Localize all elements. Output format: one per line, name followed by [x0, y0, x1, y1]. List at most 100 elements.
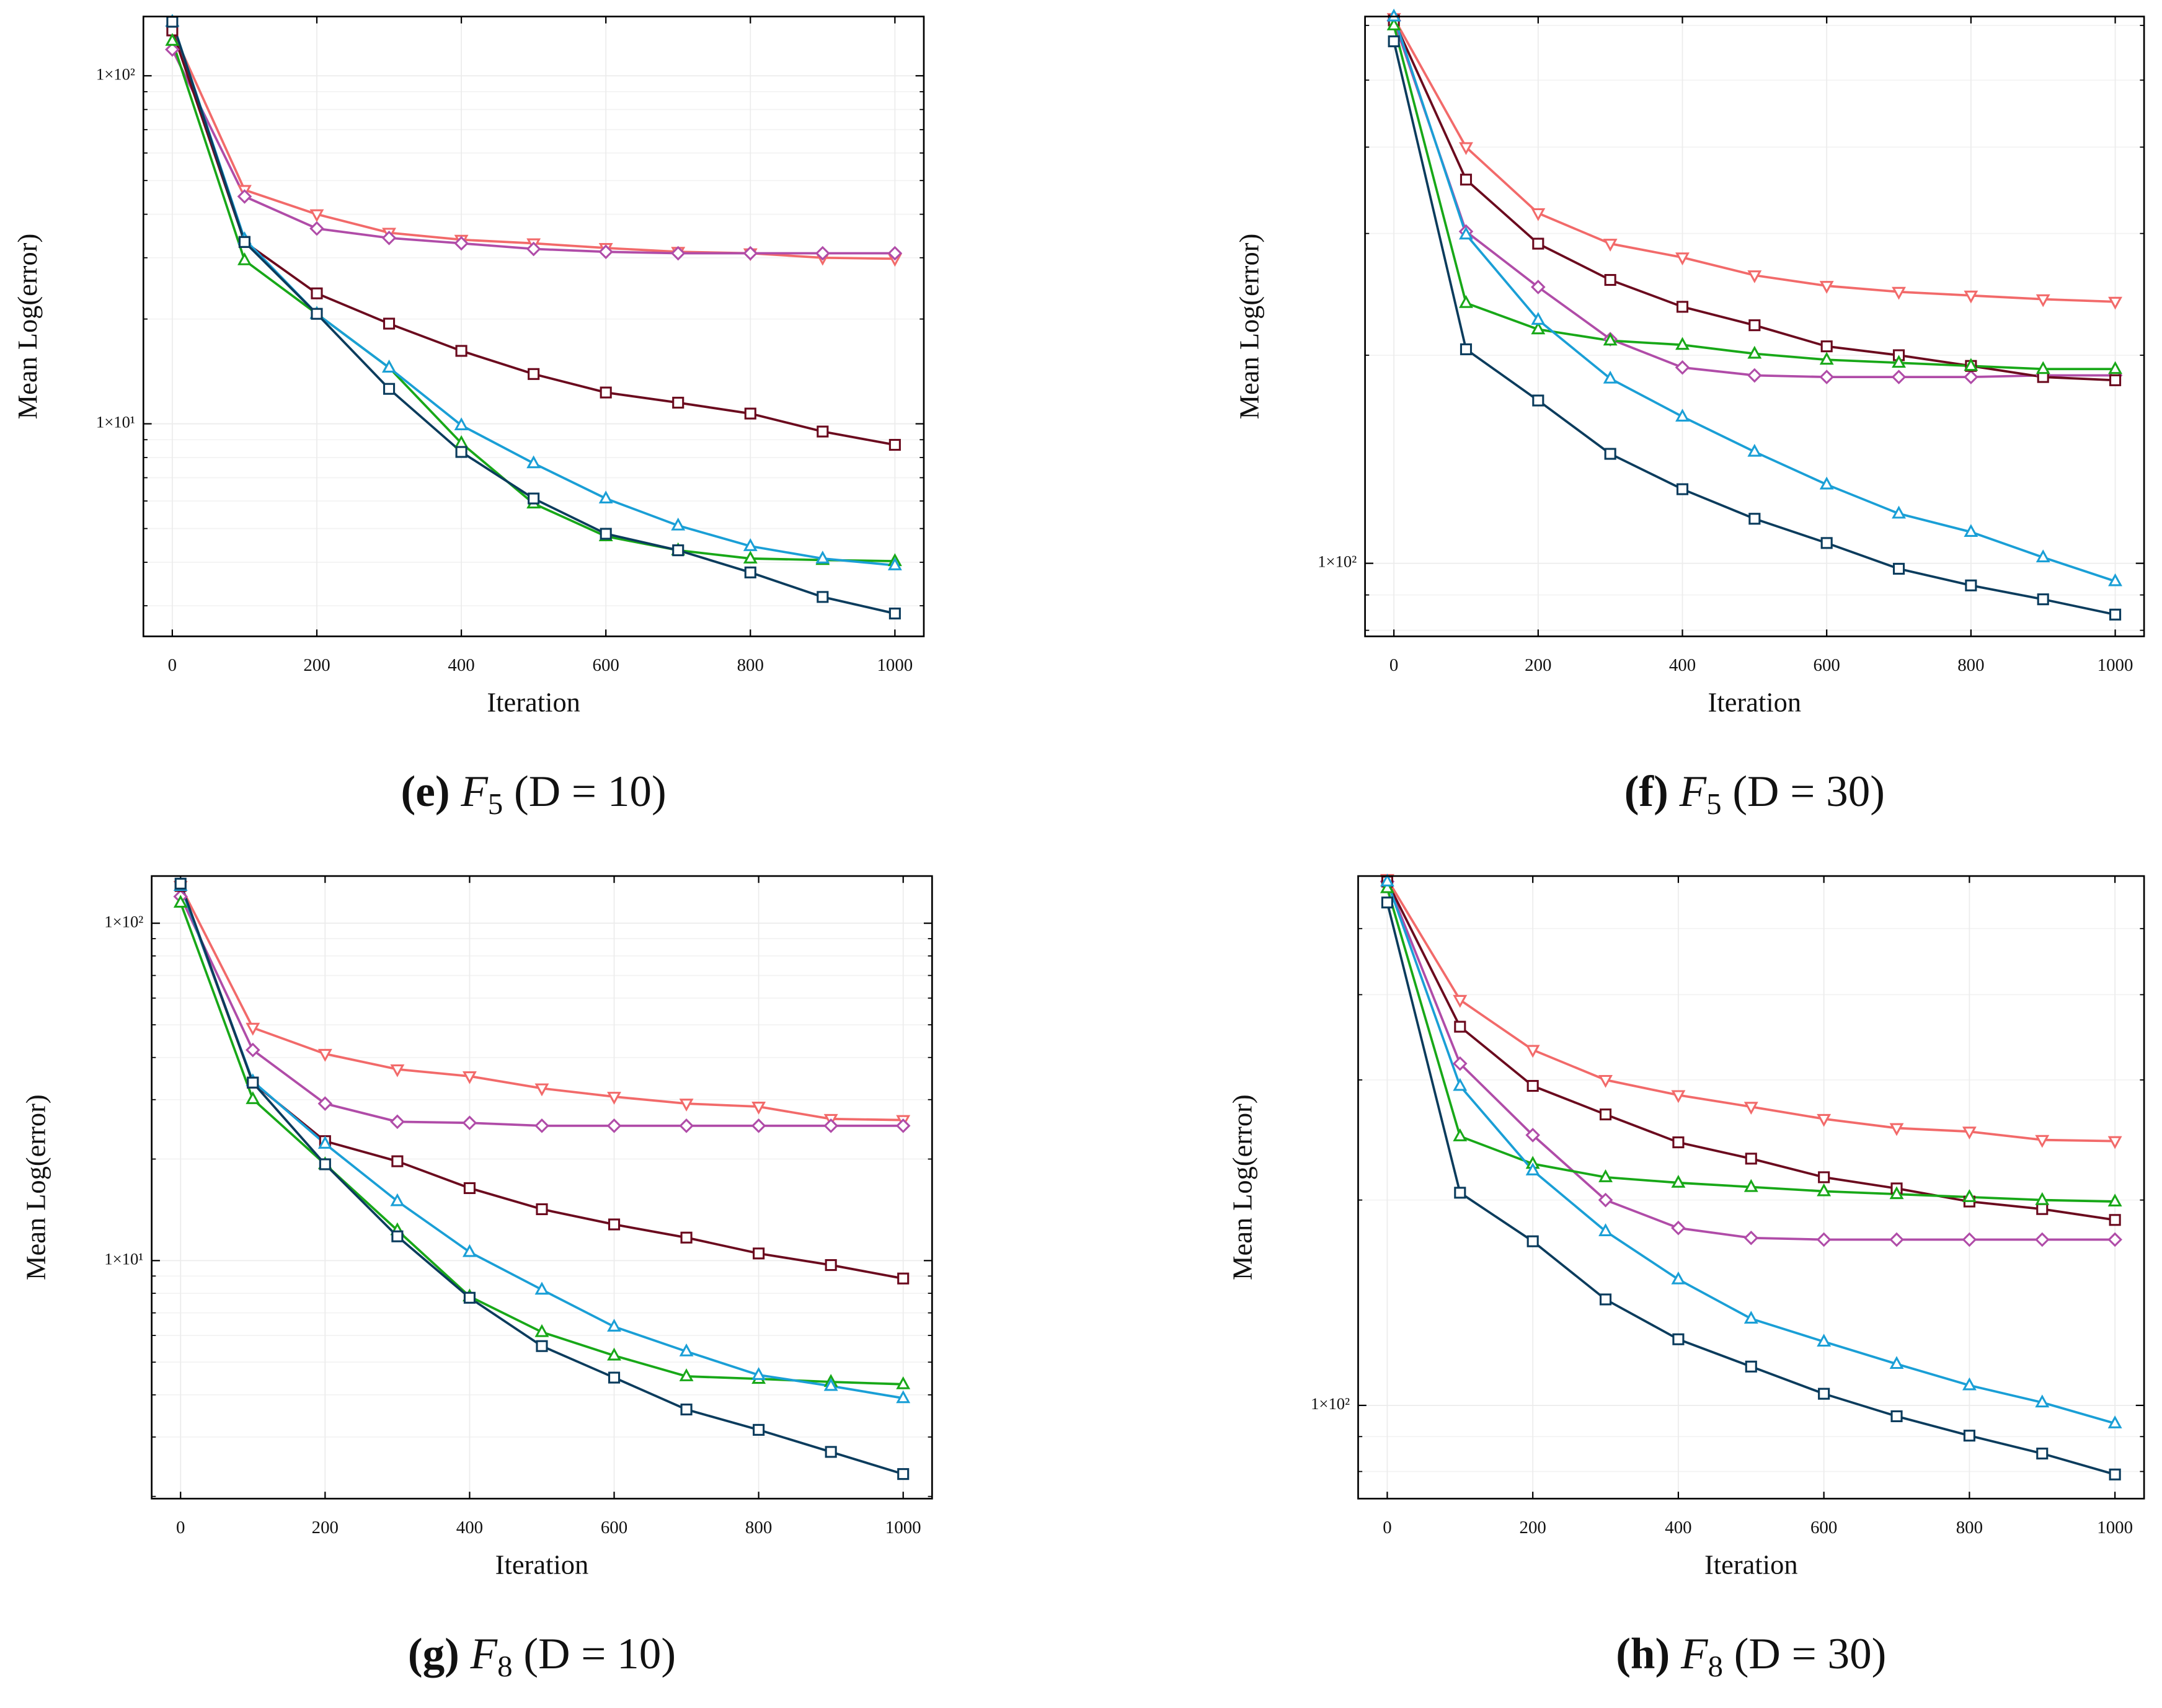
caption-func: F	[1679, 768, 1708, 816]
marker	[1891, 369, 1907, 384]
y-tick-label: 1×10²	[1318, 552, 1357, 571]
marker	[1965, 579, 1977, 591]
marker	[1890, 1410, 1903, 1422]
marker	[174, 877, 187, 890]
marker	[1816, 1232, 1832, 1247]
marker	[311, 287, 323, 299]
marker	[1598, 1169, 1613, 1182]
marker	[895, 1118, 911, 1133]
x-tick-label: 200	[303, 655, 330, 675]
marker	[2109, 1214, 2121, 1226]
marker	[1599, 1293, 1612, 1306]
x-tick-label: 200	[312, 1518, 339, 1538]
marker	[670, 246, 686, 261]
caption-args: (D = 30)	[1732, 768, 1885, 816]
marker	[1676, 301, 1689, 313]
marker	[671, 517, 686, 531]
marker	[319, 1158, 331, 1170]
caption-index: 8	[497, 1649, 512, 1683]
marker	[1962, 1377, 1977, 1391]
marker	[2036, 294, 2050, 308]
y-axis-label: Mean Log(error)	[12, 234, 43, 420]
marker	[1531, 208, 1546, 221]
x-tick-label: 1000	[877, 655, 913, 675]
marker	[309, 221, 324, 236]
series-line	[171, 40, 895, 563]
marker	[1532, 394, 1544, 407]
marker	[317, 1048, 332, 1062]
marker	[383, 383, 396, 395]
marker	[1603, 332, 1618, 346]
marker	[753, 1247, 765, 1260]
panel: 0 200 400 600 800 1000 1×10² Iteration Mean Log(…	[1226, 874, 2145, 1683]
marker	[679, 1099, 694, 1112]
marker	[381, 231, 397, 246]
marker	[454, 236, 469, 251]
marker	[817, 591, 829, 603]
marker	[2108, 573, 2122, 586]
marker	[1459, 142, 1473, 156]
marker	[751, 1118, 766, 1133]
x-tick-label: 0	[176, 1518, 185, 1538]
marker	[246, 1091, 260, 1104]
marker	[2107, 1136, 2122, 1149]
caption-index: 5	[488, 787, 503, 821]
plot-frame	[142, 15, 925, 637]
marker	[2107, 1232, 2122, 1247]
marker	[896, 1390, 911, 1404]
marker	[1963, 1430, 1975, 1442]
x-tick-label: 200	[1525, 655, 1551, 675]
marker	[1675, 360, 1690, 375]
marker	[679, 1368, 694, 1381]
marker	[390, 1114, 405, 1130]
marker	[2035, 1135, 2050, 1148]
series-line	[171, 21, 895, 615]
plot-frame	[1357, 875, 2145, 1500]
marker	[672, 544, 684, 557]
marker	[823, 1378, 838, 1391]
marker	[815, 246, 830, 261]
marker	[1671, 1090, 1686, 1104]
marker	[1964, 358, 1978, 371]
x-tick-label: 800	[737, 655, 764, 675]
marker	[888, 438, 901, 451]
marker	[897, 1272, 910, 1285]
marker	[1743, 1311, 1758, 1324]
marker	[1453, 1128, 1468, 1141]
series-line	[171, 30, 895, 260]
marker	[1604, 448, 1616, 460]
x-tick-label: 0	[1383, 1518, 1391, 1538]
y-tick-label: 1×10¹	[104, 1249, 143, 1268]
marker	[1386, 17, 1401, 30]
marker	[309, 209, 324, 223]
marker	[528, 492, 540, 505]
x-tick-label: 400	[1665, 1518, 1691, 1538]
marker	[815, 551, 830, 564]
marker	[528, 368, 540, 380]
marker	[166, 15, 179, 28]
marker	[896, 1376, 911, 1389]
marker	[1526, 1079, 1539, 1092]
marker	[455, 345, 467, 357]
marker	[1747, 443, 1762, 457]
marker	[1745, 1360, 1757, 1373]
marker	[1525, 1045, 1540, 1058]
marker	[598, 244, 613, 259]
x-tick-label: 800	[745, 1518, 772, 1538]
series-line	[179, 883, 904, 1476]
marker	[1892, 286, 1906, 300]
marker	[1962, 1232, 1977, 1247]
marker	[463, 1182, 476, 1194]
marker	[753, 1423, 765, 1436]
marker	[600, 528, 612, 540]
marker	[1743, 1230, 1759, 1246]
marker	[1381, 896, 1394, 909]
marker	[1603, 239, 1618, 252]
marker	[317, 1136, 332, 1149]
marker	[2035, 1394, 2050, 1408]
x-axis-label: Iteration	[1708, 687, 1802, 718]
x-tick-label: 1000	[2098, 655, 2133, 675]
marker	[2109, 374, 2122, 386]
marker	[607, 1092, 621, 1105]
marker	[455, 446, 467, 458]
